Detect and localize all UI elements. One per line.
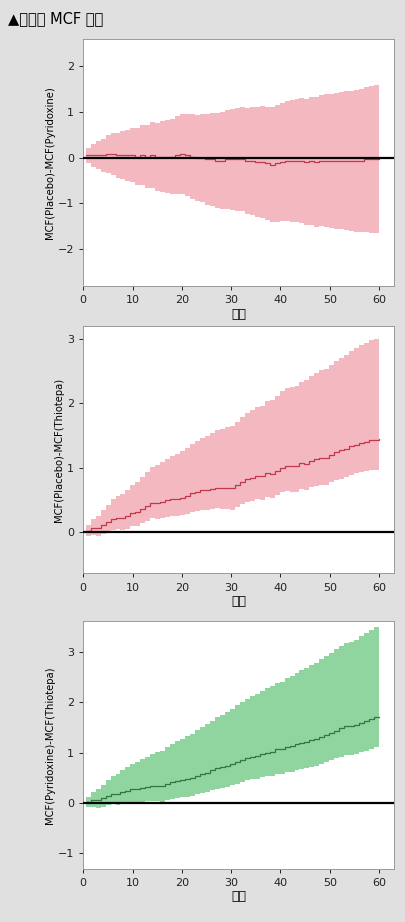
Y-axis label: MCF(Placebo)-MCF(Pyridoxine): MCF(Placebo)-MCF(Pyridoxine) (45, 86, 55, 239)
X-axis label: 年龄: 年龄 (230, 596, 245, 609)
X-axis label: 年龄: 年龄 (230, 891, 245, 904)
Y-axis label: MCF(Placebo)-MCF(Thiotepa): MCF(Placebo)-MCF(Thiotepa) (54, 378, 64, 522)
Text: ▲组间的 MCF 差值: ▲组间的 MCF 差值 (8, 11, 103, 26)
Y-axis label: MCF(Pyridoxine)-MCF(Thiotepa): MCF(Pyridoxine)-MCF(Thiotepa) (45, 667, 55, 823)
X-axis label: 年龄: 年龄 (230, 308, 245, 321)
